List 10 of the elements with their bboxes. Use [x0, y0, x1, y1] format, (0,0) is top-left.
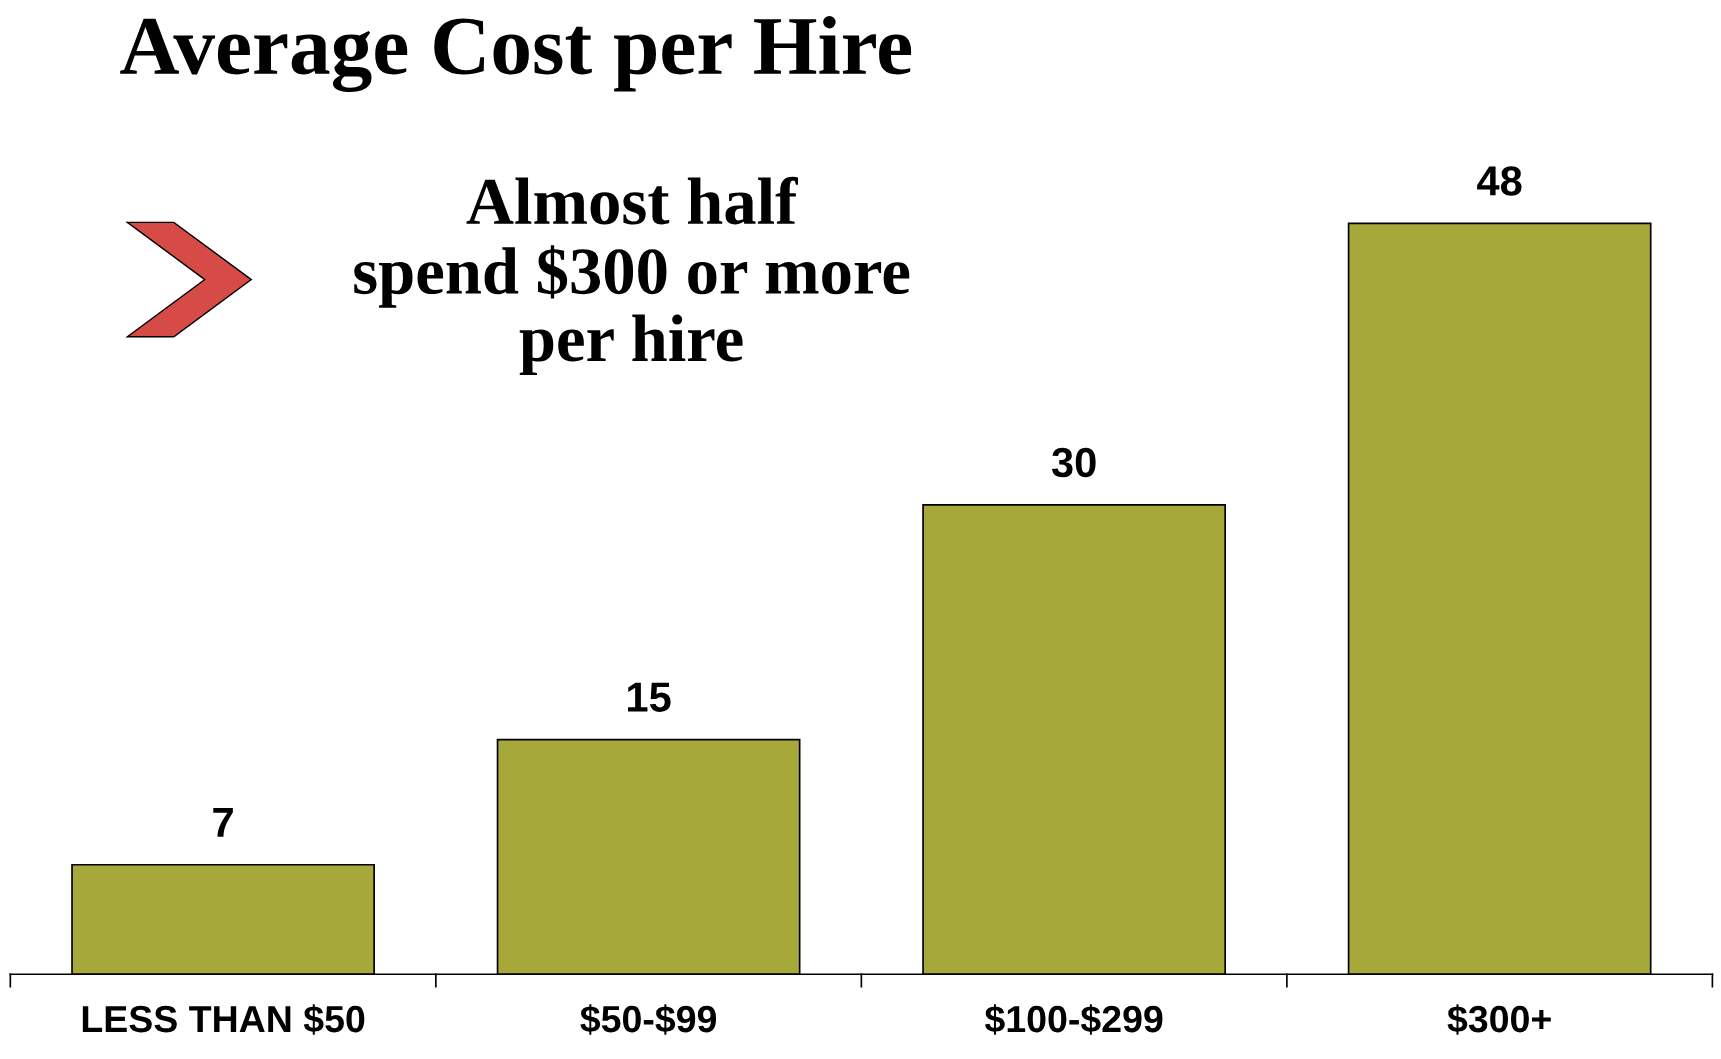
x-tick-label: LESS THAN $50 [82, 1004, 365, 1035]
chart-title: Average Cost per Hire [120, 15, 912, 93]
data-label: 15 [628, 682, 671, 712]
x-tick-label: $300+ [1447, 1004, 1551, 1035]
x-tick-label: $50-$99 [580, 1004, 717, 1035]
annotation: Almost half spend $300 or more per hire [354, 176, 910, 376]
x-tick-label: $100-$299 [984, 1004, 1163, 1035]
data-label: 30 [1051, 447, 1096, 478]
data-label: 48 [1477, 166, 1522, 196]
data-label: 7 [213, 808, 233, 837]
